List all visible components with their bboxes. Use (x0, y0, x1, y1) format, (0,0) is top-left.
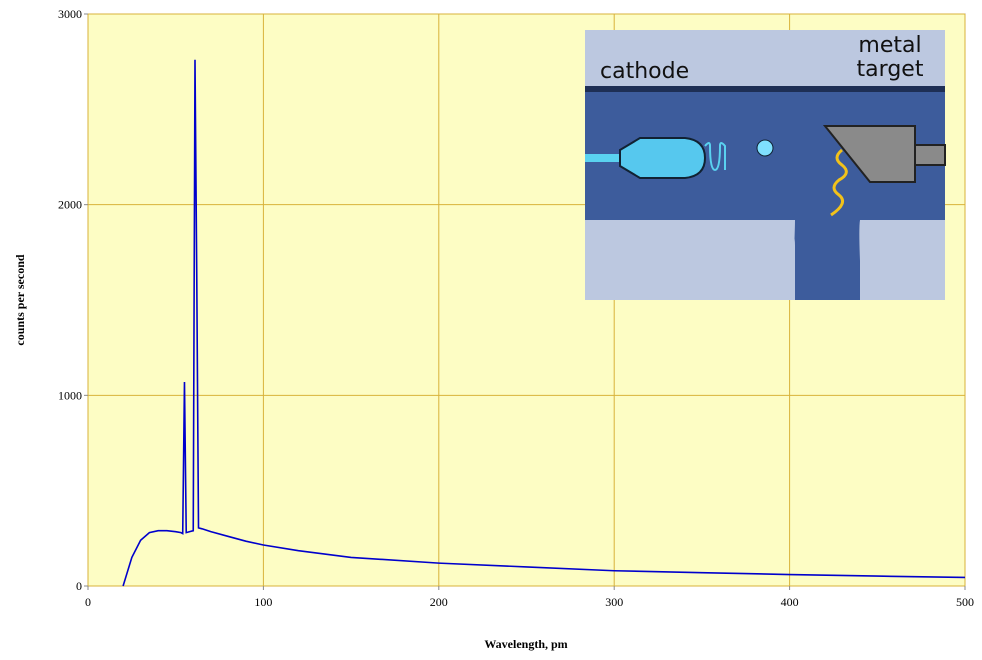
series (122, 59, 966, 587)
x-ray (830, 148, 848, 217)
x-tick-label: 300 (605, 595, 623, 609)
x-tick-label: 400 (781, 595, 799, 609)
y-axis-label: counts per second (13, 254, 27, 345)
x-tick-label: 200 (430, 595, 448, 609)
y-tick-label: 3000 (58, 7, 82, 21)
inset-lower-left (585, 220, 795, 300)
x-tick-label: 500 (956, 595, 974, 609)
y-tick-label: 2000 (58, 198, 82, 212)
x-tick-label: 0 (85, 595, 91, 609)
inset-lower-right (860, 220, 945, 300)
target-mount (914, 144, 946, 166)
coil (704, 142, 726, 172)
inset-diagram: cathode metal target (585, 30, 946, 300)
cathode-wire (585, 154, 620, 162)
inset-label: target (857, 57, 924, 82)
y-tick-label: 0 (76, 579, 82, 593)
x-axis-label: Wavelength, pm (484, 637, 567, 651)
inset-label: metal (858, 33, 921, 58)
tube-edge (585, 86, 945, 92)
y-tick-label: 1000 (58, 388, 82, 402)
electron (756, 139, 774, 157)
x-tick-label: 100 (254, 595, 272, 609)
cathode (619, 137, 707, 179)
series-line (122, 59, 966, 587)
metal-target (822, 125, 916, 183)
inset-label: cathode (600, 59, 689, 84)
tube-stem (792, 220, 862, 300)
